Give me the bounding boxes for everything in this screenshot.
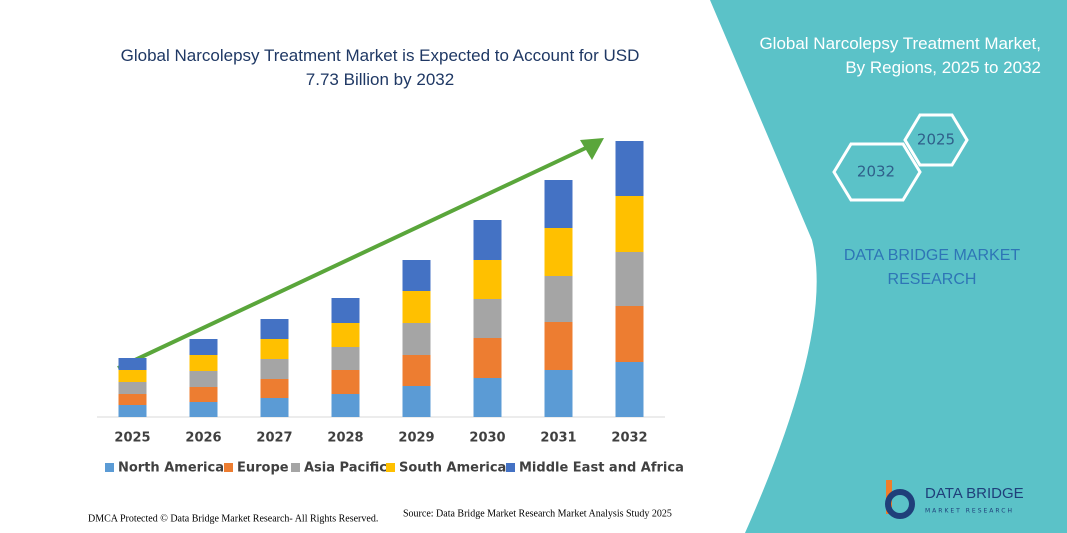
bar-segment	[331, 370, 360, 394]
x-tick-label: 2027	[256, 431, 292, 446]
logo-icon	[885, 480, 915, 519]
bar-segment	[118, 358, 147, 370]
brand-text: DATA BRIDGE MARKET RESEARCH	[843, 247, 1021, 288]
bar-segment	[615, 252, 644, 306]
logo-ring	[885, 489, 915, 519]
bar-segment	[402, 323, 431, 355]
panel-background	[710, 0, 1067, 533]
bar-segment	[615, 362, 644, 417]
x-tick-label: 2032	[611, 431, 647, 446]
legend-swatch	[506, 463, 515, 472]
bar-segment	[473, 260, 502, 299]
bar-segment	[402, 291, 431, 323]
bar-segment	[260, 359, 289, 379]
bar-segment	[544, 276, 573, 322]
bar-segment	[402, 355, 431, 386]
bar-segment	[544, 322, 573, 370]
bar-segment	[189, 355, 218, 371]
legend-label: North America	[118, 461, 224, 476]
legend-label: Asia Pacific	[304, 461, 387, 476]
bar-segment	[260, 379, 289, 398]
x-tick-label: 2025	[114, 431, 150, 446]
bar-segment	[331, 298, 360, 323]
x-tick-label: 2030	[469, 431, 505, 446]
bar-segment	[615, 196, 644, 252]
bar-segment	[544, 370, 573, 417]
bar-segment	[189, 339, 218, 355]
bar-segment	[189, 371, 218, 387]
hexagon-label: 2032	[857, 163, 895, 181]
bar-segment	[118, 370, 147, 382]
bar-segment	[402, 386, 431, 417]
legend-swatch	[386, 463, 395, 472]
bar-segment	[473, 220, 502, 260]
bar-segment	[118, 405, 147, 417]
bar-segment	[118, 382, 147, 394]
chart-title: Global Narcolepsy Treatment Market is Ex…	[120, 46, 640, 89]
bar-segment	[331, 323, 360, 347]
arrow-head	[580, 138, 604, 160]
x-tick-label: 2026	[185, 431, 221, 446]
bar-segment	[473, 338, 502, 378]
legend-label: Europe	[237, 461, 289, 476]
bar-segment	[615, 141, 644, 196]
bar-segment	[189, 402, 218, 417]
legend-label: South America	[399, 461, 506, 476]
logo-tagline: MARKET RESEARCH	[925, 508, 1014, 515]
bar-segment	[260, 398, 289, 417]
logo-name: DATA BRIDGE	[925, 485, 1024, 502]
bar-segment	[402, 260, 431, 291]
x-tick-label: 2028	[327, 431, 363, 446]
x-tick-label: 2031	[540, 431, 576, 446]
bar-segment	[260, 319, 289, 339]
legend-label: Middle East and Africa	[519, 461, 684, 476]
legend-swatch	[291, 463, 300, 472]
bar-segment	[331, 394, 360, 417]
source: Source: Data Bridge Market Research Mark…	[403, 508, 672, 519]
bar-segment	[260, 339, 289, 359]
bar-segment	[544, 180, 573, 228]
panel-title: Global Narcolepsy Treatment Market, By R…	[759, 34, 1041, 77]
bar-segment	[615, 306, 644, 362]
hexagon	[903, 113, 969, 167]
bar-segment	[118, 394, 147, 405]
bar-segment	[189, 387, 218, 402]
bar-segment	[544, 228, 573, 276]
bar-segment	[473, 378, 502, 417]
hexagon-label: 2025	[917, 131, 955, 149]
hexagon	[832, 142, 922, 202]
legend-swatch	[105, 463, 114, 472]
legend-swatch	[224, 463, 233, 472]
bar-segment	[473, 299, 502, 338]
copyright: DMCA Protected © Data Bridge Market Rese…	[88, 513, 378, 524]
x-tick-label: 2029	[398, 431, 434, 446]
bar-segment	[331, 347, 360, 370]
